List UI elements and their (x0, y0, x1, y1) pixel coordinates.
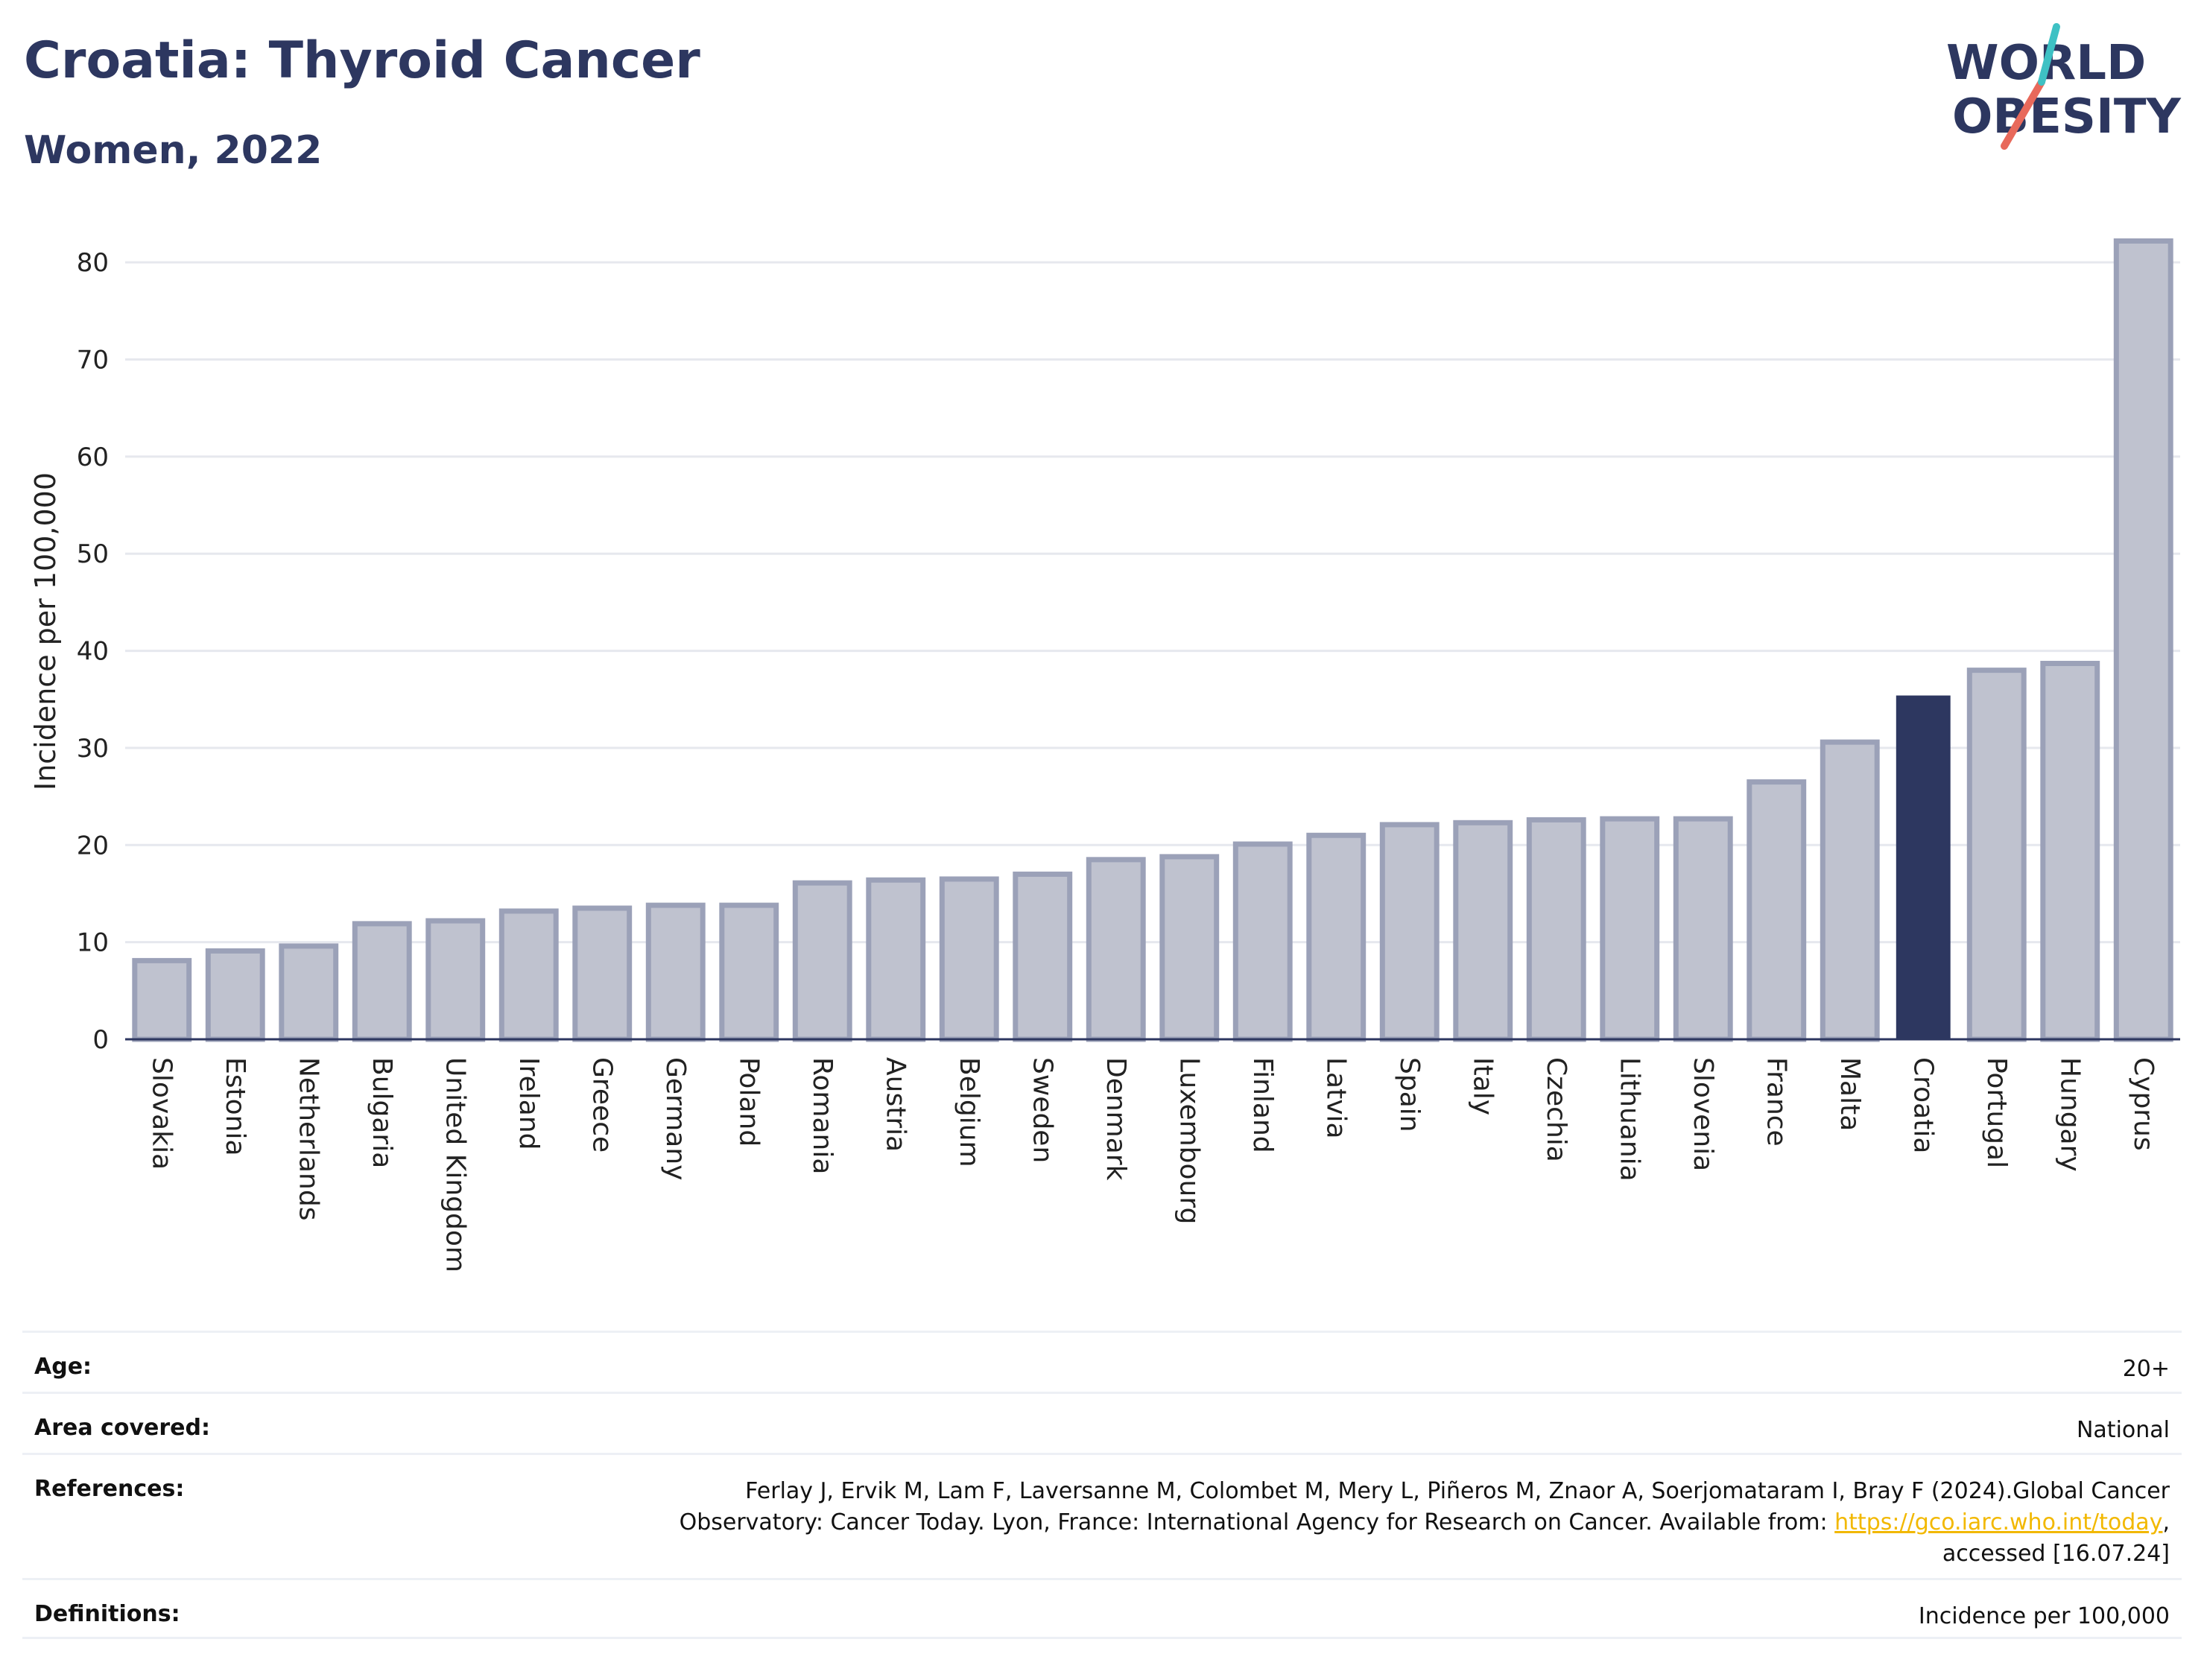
bar-hungary (2040, 661, 2100, 1042)
bar-czechia (1526, 817, 1586, 1042)
x-tick-label: Sweden (1027, 1057, 1057, 1163)
definitions-label: Definitions: (34, 1601, 180, 1627)
age-label: Age: (34, 1354, 92, 1380)
bar-portugal (1966, 668, 2027, 1042)
x-tick-label: Slovenia (1688, 1057, 1718, 1171)
bar-chart: 0 10 20 30 40 50 60 70 80 Incidence per 100,000 Sl… (29, 238, 2180, 1272)
y-tick-label: 60 (77, 443, 109, 472)
x-tick-label: Bulgaria (367, 1057, 397, 1168)
area-value: National (2076, 1417, 2170, 1443)
bar-sweden (1013, 871, 1073, 1042)
bar-slovakia (132, 957, 192, 1042)
y-axis-title: Incidence per 100,000 (29, 472, 62, 790)
bar-latvia (1306, 832, 1367, 1042)
y-tick-label: 40 (77, 637, 109, 667)
bar-belgium (939, 876, 999, 1042)
x-tick-label: Romania (807, 1057, 837, 1174)
x-tick-label: Slovakia (146, 1057, 177, 1170)
definitions-value: Incidence per 100,000 (1918, 1603, 2170, 1629)
meta-row-references: References: Ferlay J, Ervik M, Lam F, La… (22, 1453, 2182, 1578)
meta-row-definitions: Definitions: Incidence per 100,000 (22, 1578, 2182, 1639)
bar-estonia (205, 948, 265, 1042)
age-value: 20+ (2122, 1356, 2170, 1382)
x-tick-label: Germany (660, 1057, 691, 1180)
x-tick-label: Cyprus (2128, 1057, 2159, 1151)
bar-france (1747, 779, 1807, 1042)
bar-finland (1232, 841, 1293, 1042)
y-tick-label: 70 (77, 346, 109, 375)
x-tick-label: Lithuania (1614, 1057, 1644, 1182)
bar-lithuania (1600, 816, 1660, 1042)
x-tick-label: Estonia (220, 1057, 250, 1156)
references-line2-suffix: , (2162, 1509, 2170, 1535)
x-tick-label: Austria (880, 1057, 911, 1152)
references-value: Ferlay J, Ervik M, Lam F, Laversanne M, … (680, 1476, 2170, 1570)
y-tick-label: 50 (77, 539, 109, 569)
world-obesity-logo: WORLD OBESITY (1946, 23, 2181, 150)
references-line2: Observatory: Cancer Today. Lyon, France:… (679, 1509, 1835, 1535)
x-tick-label: Netherlands (293, 1057, 323, 1220)
x-tick-label: Luxembourg (1174, 1057, 1204, 1224)
x-tick-label: Hungary (2054, 1057, 2085, 1172)
x-tick-label: Spain (1394, 1057, 1425, 1132)
bar-malta (1820, 739, 1880, 1042)
x-tick-label: Czechia (1541, 1057, 1571, 1162)
x-tick-label: Finland (1247, 1057, 1278, 1153)
bar-ireland (498, 908, 559, 1042)
bar-denmark (1086, 857, 1146, 1042)
bar-cyprus (2113, 238, 2173, 1042)
x-tick-label: Malta (1834, 1057, 1865, 1131)
x-tick-label: Latvia (1320, 1057, 1351, 1139)
bar-austria (866, 877, 926, 1042)
x-tick-label: Belgium (954, 1057, 984, 1167)
area-label: Area covered: (34, 1415, 210, 1441)
page-title: Croatia: Thyroid Cancer (24, 31, 700, 90)
bar-poland (719, 902, 779, 1042)
bar-croatia (1896, 695, 1951, 1039)
references-link[interactable]: https://gco.iarc.who.int/today (1834, 1509, 2163, 1535)
y-tick-label: 80 (77, 248, 109, 278)
references-line1: Ferlay J, Ervik M, Lam F, Laversanne M, … (745, 1478, 2170, 1504)
y-tick-label: 0 (92, 1025, 109, 1055)
y-tick-label: 10 (77, 928, 109, 958)
x-tick-label: Ireland (513, 1057, 544, 1150)
x-tick-label: Denmark (1101, 1057, 1131, 1181)
bar-luxembourg (1159, 854, 1220, 1042)
references-label: References: (34, 1476, 185, 1502)
y-tick-label: 30 (77, 734, 109, 764)
bar-slovenia (1673, 816, 1733, 1042)
bar-bulgaria (352, 921, 412, 1042)
svg-text:OBESITY: OBESITY (1952, 89, 2181, 145)
meta-row-age: Age: 20+ (22, 1331, 2182, 1392)
x-tick-label: France (1761, 1057, 1791, 1147)
x-tick-label: Poland (733, 1057, 764, 1147)
references-line3: accessed [16.07.24] (1942, 1541, 2170, 1567)
bar-italy (1453, 820, 1513, 1042)
x-tick-label: Greece (586, 1057, 617, 1153)
x-tick-label: Portugal (1981, 1057, 2012, 1168)
x-tick-label: Italy (1467, 1057, 1498, 1115)
meta-row-area: Area covered: National (22, 1392, 2182, 1453)
bar-greece (572, 905, 633, 1042)
metadata-table: Age: 20+ Area covered: National Referenc… (22, 1331, 2182, 1639)
page-subtitle: Women, 2022 (24, 128, 323, 173)
x-tick-label: United Kingdom (440, 1057, 470, 1272)
bar-germany (645, 902, 706, 1042)
bar-united-kingdom (425, 918, 486, 1042)
x-tick-label: Croatia (1907, 1057, 1938, 1153)
y-tick-label: 20 (77, 831, 109, 860)
bar-romania (792, 880, 852, 1042)
bar-spain (1379, 822, 1440, 1042)
bar-netherlands (279, 943, 339, 1042)
